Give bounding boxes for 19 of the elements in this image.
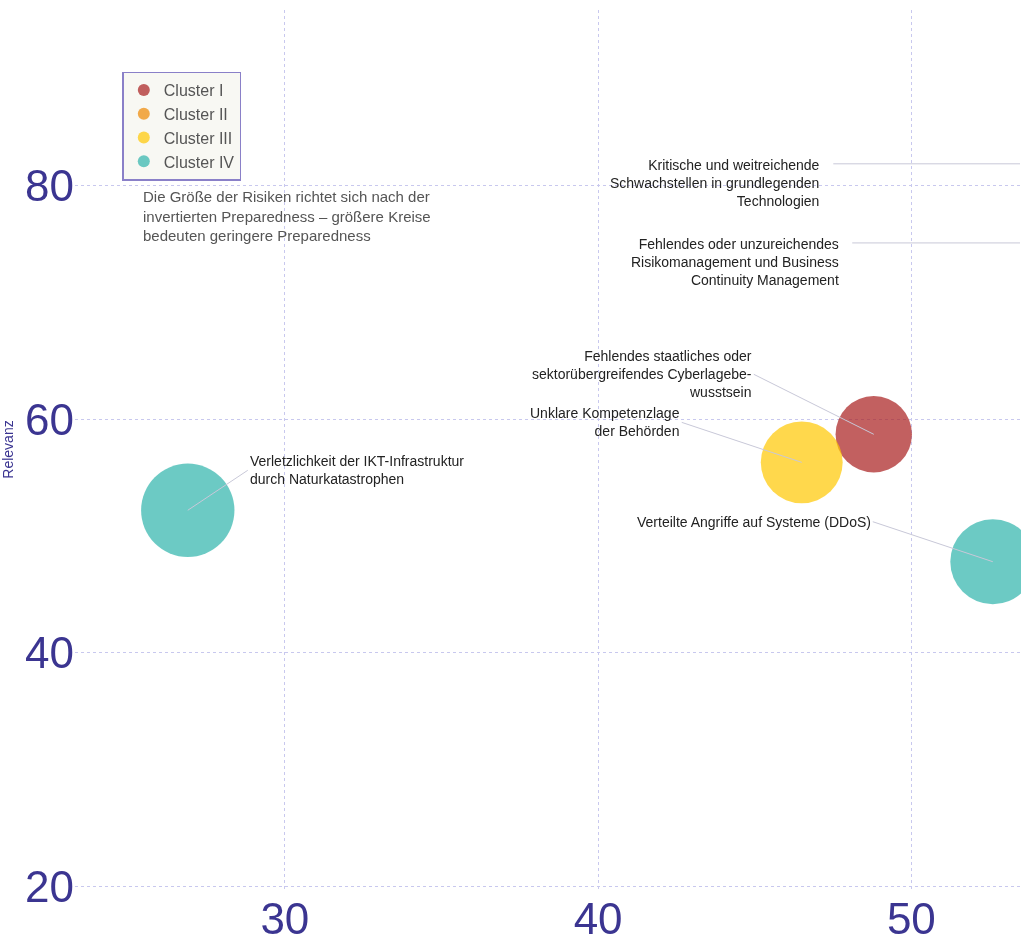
annotation: Verletzlichkeit der IKT-Infrastruktur durch Naturkatastrophen [250, 453, 465, 488]
legend-label: Cluster I [163, 82, 224, 100]
legend-label: Cluster II [163, 105, 228, 123]
y-tick-label: 40 [25, 628, 74, 678]
y-tick-label: 80 [25, 160, 74, 210]
annotation: Kritische und weitreichende Schwachstellen in grundlegenden Technologien [610, 157, 820, 210]
x-tick-label: 50 [886, 894, 936, 943]
annotation: Verteilte Angriffe auf Systeme (DDoS) [637, 514, 871, 530]
annotation: Fehlendes staatliches oder sektorübergreifendes Cyberlagebe- wusstsein [532, 348, 752, 401]
y-axis-title: Relevanz [0, 420, 16, 479]
legend-label: Cluster III [163, 129, 233, 147]
y-tick-label: 60 [25, 394, 74, 444]
annotation: Die Größe der Risiken richtet sich nach der invertierten Preparedness – größere Kreise bedeuten geringere Preparedness [143, 188, 431, 244]
x-tick-label: 40 [573, 894, 623, 943]
legend-label: Cluster IV [163, 153, 235, 171]
annotation: Fehlendes oder unzureichendes Risikomanagement und Business Continuity Management [631, 236, 839, 289]
y-tick-label: 20 [25, 862, 74, 912]
annotation: Unklare Kompetenzlage der Behörden [530, 405, 680, 440]
x-tick-label: 30 [260, 894, 310, 943]
